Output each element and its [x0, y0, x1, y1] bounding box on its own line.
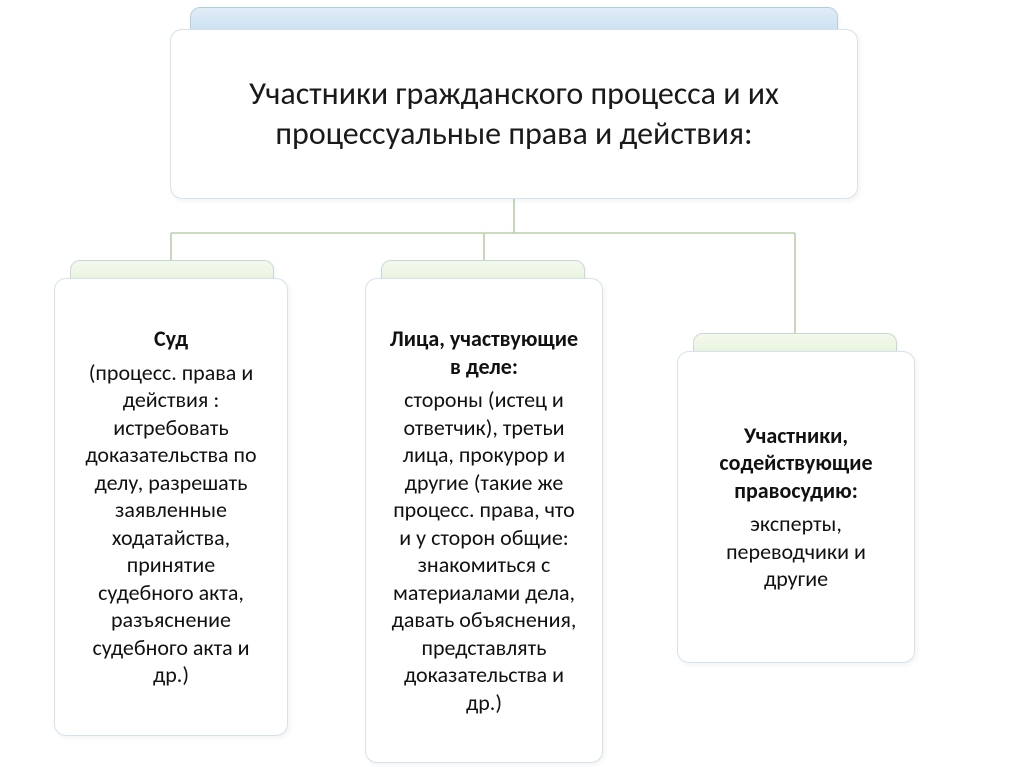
- root-title: Участники гражданского процесса и их про…: [193, 74, 835, 154]
- child-node-parties: Лица, участвующие в деле: стороны (истец…: [365, 278, 603, 763]
- child-body: (процесс. права и действия : истребовать…: [77, 359, 265, 689]
- child-heading: Участники, содействующие правосудию:: [700, 422, 892, 505]
- child-body: стороны (истец и ответчик), третьи лица,…: [388, 386, 580, 716]
- child-heading: Лица, участвующие в деле:: [388, 325, 580, 380]
- child-body: эксперты, переводчики и другие: [700, 510, 892, 593]
- child-heading: Суд: [77, 325, 265, 353]
- child-node-assistants: Участники, содействующие правосудию: экс…: [677, 351, 915, 663]
- root-node: Участники гражданского процесса и их про…: [170, 29, 858, 199]
- child-node-court: Суд (процесс. права и действия : истребо…: [54, 278, 288, 736]
